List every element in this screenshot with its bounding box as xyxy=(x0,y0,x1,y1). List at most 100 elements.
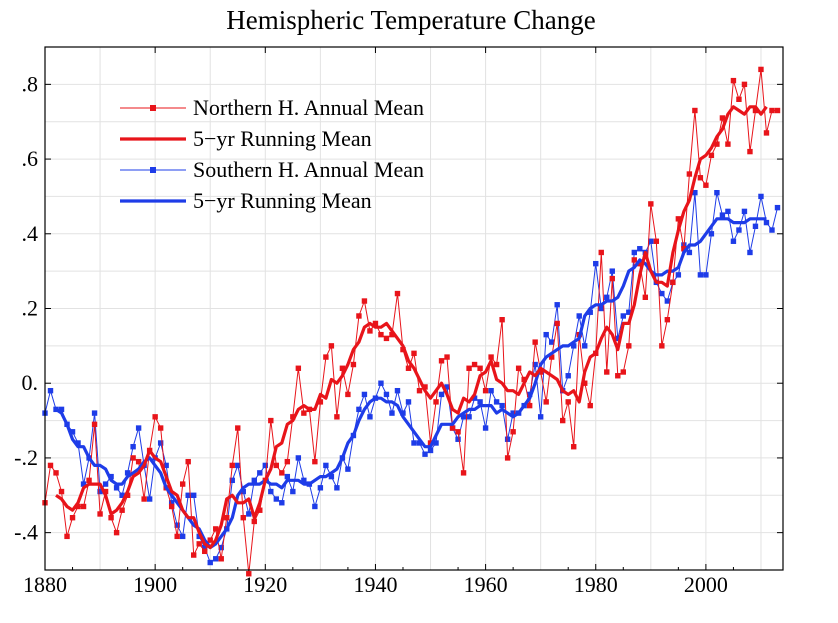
y-tick-label: .4 xyxy=(22,221,39,246)
northern-annual-mean-point xyxy=(769,107,775,114)
southern-annual-mean-point xyxy=(202,544,208,551)
southern-annual-mean-point xyxy=(130,444,136,450)
northern-annual-mean-point xyxy=(97,511,103,517)
northern-annual-mean-point xyxy=(609,275,615,282)
southern-annual-mean-point xyxy=(747,249,753,256)
northern-annual-mean-point xyxy=(648,201,654,207)
northern-annual-mean-point xyxy=(703,182,709,188)
southern-annual-mean-point xyxy=(400,410,406,416)
southern-annual-mean-point xyxy=(427,447,434,454)
southern-annual-mean-point xyxy=(361,391,368,398)
x-tick-label: 1980 xyxy=(574,572,618,597)
northern-annual-mean-point xyxy=(80,503,87,510)
northern-annual-mean-point xyxy=(521,376,527,383)
northern-annual-mean-point xyxy=(548,354,555,360)
southern-annual-mean-point xyxy=(571,343,577,349)
northern-annual-mean-point xyxy=(102,488,109,495)
southern-annual-mean-point xyxy=(312,503,318,510)
southern-annual-mean-point xyxy=(268,488,274,495)
northern-annual-mean-point xyxy=(532,339,538,345)
southern-annual-mean-point xyxy=(383,391,390,398)
y-tick-label: 0. xyxy=(22,370,39,395)
grid xyxy=(45,47,783,570)
northern-annual-mean-point xyxy=(620,369,626,375)
northern-annual-mean-point xyxy=(168,503,175,510)
southern-annual-mean-point xyxy=(97,488,103,495)
northern-annual-mean-point xyxy=(361,298,368,304)
northern-annual-mean-point xyxy=(213,526,219,532)
southern-annual-mean-point xyxy=(703,272,709,278)
northern-annual-mean-point xyxy=(587,402,593,409)
northern-annual-mean-point xyxy=(675,216,682,222)
northern-annual-mean-point xyxy=(191,552,197,558)
northern-annual-mean-point xyxy=(108,515,114,521)
southern-annual-mean-point xyxy=(510,410,516,416)
southern-annual-mean-point xyxy=(279,500,285,506)
southern-annual-mean-point xyxy=(334,485,340,491)
southern-annual-mean-point xyxy=(593,260,599,267)
southern-annual-mean-point xyxy=(692,189,698,196)
northern-annual-mean-point xyxy=(714,141,720,147)
southern-annual-mean-point xyxy=(444,384,450,390)
y-tick-label: .6 xyxy=(22,146,39,171)
northern-annual-mean-point xyxy=(670,279,676,286)
southern-annual-mean-point xyxy=(53,406,59,413)
southern-annual-mean-point xyxy=(290,488,296,495)
northern-annual-mean-point xyxy=(224,515,230,521)
northern-annual-mean-point xyxy=(626,343,632,349)
northern-annual-mean-point xyxy=(438,358,445,364)
southern-annual-mean-point xyxy=(328,473,335,480)
northern-annual-mean-point xyxy=(124,492,131,498)
southern-annual-mean-point xyxy=(438,391,445,398)
northern-annual-mean-point xyxy=(466,365,472,371)
northern-annual-mean-point xyxy=(422,384,428,390)
northern-annual-mean-point xyxy=(692,107,698,114)
northern-annual-mean-point xyxy=(372,320,379,327)
southern-annual-mean-point xyxy=(185,492,191,498)
southern-annual-mean-point xyxy=(648,238,654,244)
northern-annual-mean-point xyxy=(328,343,335,349)
northern-annual-mean-point xyxy=(367,328,373,334)
northern-annual-mean-point xyxy=(708,152,715,159)
legend-marker xyxy=(150,105,156,111)
x-tick-label: 1880 xyxy=(23,572,67,597)
southern-annual-mean-point xyxy=(356,406,362,413)
northern-annual-mean-point xyxy=(560,417,566,424)
southern-annual-mean-point xyxy=(367,414,373,420)
southern-annual-mean-point xyxy=(163,462,169,469)
northern-annual-mean-point xyxy=(58,488,65,495)
northern-annual-mean-point xyxy=(290,414,296,420)
northern-annual-mean-point xyxy=(615,373,621,379)
y-tick-label: .8 xyxy=(22,71,39,96)
northern-annual-mean-point xyxy=(730,77,737,84)
southern-annual-mean-point xyxy=(433,440,439,446)
northern-annual-mean-point xyxy=(323,354,329,360)
southern-annual-mean-point xyxy=(582,343,588,349)
southern-annual-mean-point xyxy=(493,399,500,405)
northern-annual-mean-point xyxy=(235,425,241,431)
southern-annual-mean-point xyxy=(411,440,417,446)
series-group xyxy=(42,66,781,577)
northern-annual-mean-point xyxy=(53,470,59,476)
northern-annual-mean-point xyxy=(477,365,483,371)
northern-annual-mean-point xyxy=(758,66,764,73)
northern-annual-mean-point xyxy=(499,317,505,323)
northern-annual-mean-point xyxy=(747,148,753,155)
northern-annual-mean-point xyxy=(246,571,252,577)
southern-annual-mean-point xyxy=(47,387,54,394)
northern-annual-mean-point xyxy=(240,515,246,521)
southern-annual-mean-point xyxy=(113,485,120,491)
southern-annual-mean-point xyxy=(262,462,268,469)
northern-annual-mean-point xyxy=(91,421,98,428)
northern-annual-mean-point xyxy=(515,365,522,371)
southern-annual-mean-point xyxy=(697,272,704,278)
northern-annual-mean-point xyxy=(257,507,263,513)
southern-annual-mean-point xyxy=(80,481,87,487)
southern-annual-mean-point xyxy=(323,462,329,469)
southern-annual-mean-point xyxy=(207,559,213,566)
northern-annual-mean-point xyxy=(317,399,324,405)
northern-annual-mean-point xyxy=(196,541,202,547)
southern-annual-mean-point xyxy=(213,556,219,562)
legend-label: 5−yr Running Mean xyxy=(193,126,372,151)
southern-annual-mean-point xyxy=(499,402,505,409)
